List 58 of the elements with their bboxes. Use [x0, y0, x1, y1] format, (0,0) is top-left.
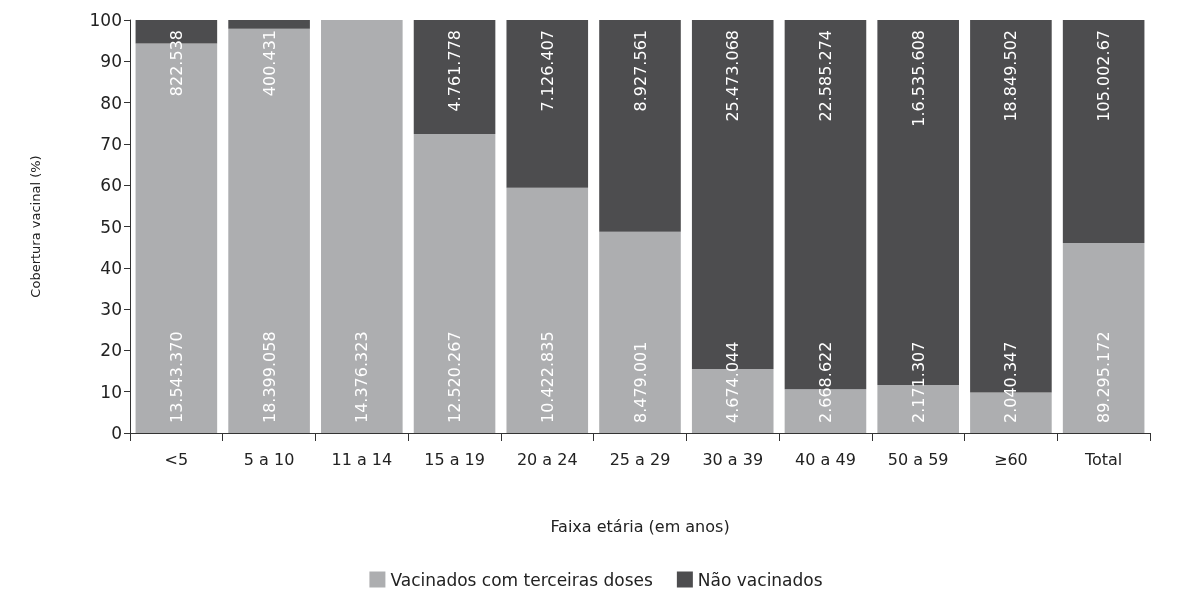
y-tick-label: 90 — [100, 51, 122, 72]
annotation: 2.040.347 — [1001, 341, 1021, 423]
x-tick-label: 50 a 59 — [887, 449, 949, 469]
y-tick-label: 0 — [111, 423, 122, 443]
y-tick-label: 10 — [100, 381, 122, 402]
legend-label: Não vacinados — [697, 569, 823, 590]
annotation: 4.761.778 — [445, 30, 465, 112]
x-tick-label: ≥60 — [994, 449, 1028, 469]
y-tick-label: 40 — [100, 257, 122, 278]
y-tick-label: 80 — [100, 92, 122, 113]
x-tick-label: <5 — [164, 449, 189, 469]
x-tick-label: 30 a 39 — [702, 449, 764, 469]
y-tick-label: 50 — [100, 216, 122, 237]
bar — [1062, 20, 1145, 244]
annotation: 18.399.058 — [259, 331, 279, 423]
annotation: 12.520.267 — [445, 331, 465, 423]
bar — [599, 231, 681, 433]
y-tick-label: 70 — [100, 133, 122, 154]
annotation: 13.543.370 — [166, 331, 186, 423]
annotation: 1.6.535.608 — [908, 30, 928, 127]
bar — [228, 20, 310, 29]
y-axis-title: Cobertura vacinal (%) — [28, 155, 43, 298]
x-tick-label: Total — [1083, 449, 1123, 469]
x-tick-label: 15 a 19 — [424, 449, 485, 469]
annotation: 8.479.001 — [630, 341, 650, 423]
y-tick-label: 30 — [100, 299, 122, 320]
annotation: 2.171.307 — [908, 341, 928, 423]
annotation: 89.295.172 — [1094, 331, 1114, 423]
y-tick-label: 60 — [100, 175, 122, 196]
annotation: 2.668.622 — [815, 341, 835, 423]
x-tick-label: 11 a 14 — [331, 449, 393, 469]
x-tick-label: 40 a 49 — [795, 449, 856, 469]
annotation: 105.002.67 — [1094, 30, 1114, 122]
y-tick-label: 20 — [100, 340, 122, 361]
annotation: 10.422.835 — [537, 331, 557, 423]
bar — [506, 20, 589, 188]
bar — [413, 20, 496, 134]
y-tick-label: 100 — [89, 10, 122, 30]
x-tick-label: 25 a 29 — [609, 449, 671, 469]
annotation: 8.927.561 — [630, 30, 650, 112]
annotation: 822.538 — [166, 30, 186, 97]
annotation: 14.376.323 — [352, 331, 372, 423]
x-tick-label: 20 a 24 — [516, 449, 578, 469]
bar — [413, 133, 496, 433]
x-axis-title: Faixa etária (em anos) — [550, 516, 730, 536]
legend-label: Vacinados com terceiras doses — [390, 569, 654, 590]
annotation: 400.431 — [259, 30, 279, 97]
x-tick-label: 5 a 10 — [243, 449, 295, 469]
annotation: 22.585.274 — [815, 30, 835, 122]
bar — [321, 20, 403, 433]
annotation: 4.674.044 — [723, 341, 743, 423]
bar — [506, 187, 589, 433]
annotation: 18.849.502 — [1001, 30, 1021, 122]
bar — [599, 20, 681, 232]
annotation: 25.473.068 — [723, 30, 743, 122]
annotation: 7.126.407 — [537, 30, 557, 112]
bar — [1062, 243, 1145, 433]
bar — [228, 28, 310, 433]
